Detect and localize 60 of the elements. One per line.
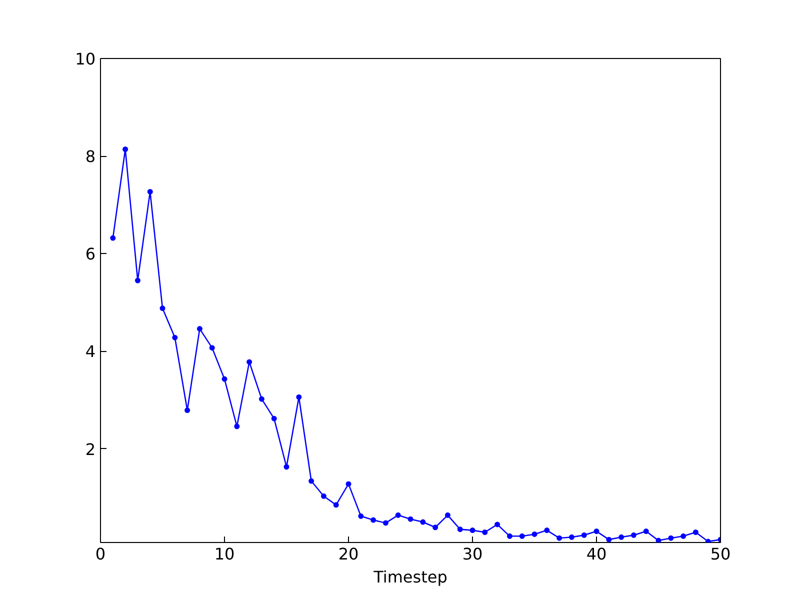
y-tick-label: 8 [85,147,96,166]
point [346,481,352,487]
point [308,478,314,484]
point [258,396,264,402]
x-tick-label: 50 [710,544,731,564]
x-tick-label: 0 [95,544,106,564]
point [147,188,153,194]
point [444,512,450,518]
point [370,517,376,523]
point [284,464,290,470]
point [506,533,512,539]
point [656,538,662,542]
point [470,528,476,534]
point [209,345,215,351]
point [271,416,277,422]
y-tick-label: 6 [85,244,96,264]
point [532,531,538,537]
point [320,493,326,499]
point [122,146,128,152]
point [110,235,116,241]
x-tick-label: 20 [338,544,359,564]
point [234,424,240,430]
point [408,516,414,522]
point [618,534,624,540]
point [643,528,649,534]
y-tick-label: 4 [85,342,96,362]
x-tick-label: 10 [214,544,235,564]
point [196,326,202,332]
point [358,513,364,519]
point [606,536,612,542]
point [568,534,574,540]
point [556,535,562,541]
point [395,512,401,518]
point [432,524,438,530]
point [594,528,600,534]
point [680,533,686,539]
point [630,532,636,538]
point [457,526,463,532]
point [382,520,388,526]
point [494,522,500,528]
point [246,359,252,365]
point [172,334,178,340]
point [333,502,339,508]
point [296,394,302,400]
point [519,533,525,539]
x-tick-label: 40 [586,544,607,564]
point [692,530,698,535]
x-tick-label: 30 [462,544,483,564]
point [482,530,488,535]
point [160,306,166,312]
point [184,408,190,414]
point [581,532,587,538]
point [668,535,674,541]
x-axis-title: Timestep [372,568,448,586]
y-tick-label: 2 [85,440,96,459]
point [134,278,140,284]
point [420,519,426,525]
point [544,528,550,534]
y-tick-label: 10 [75,50,96,68]
point [222,376,228,382]
